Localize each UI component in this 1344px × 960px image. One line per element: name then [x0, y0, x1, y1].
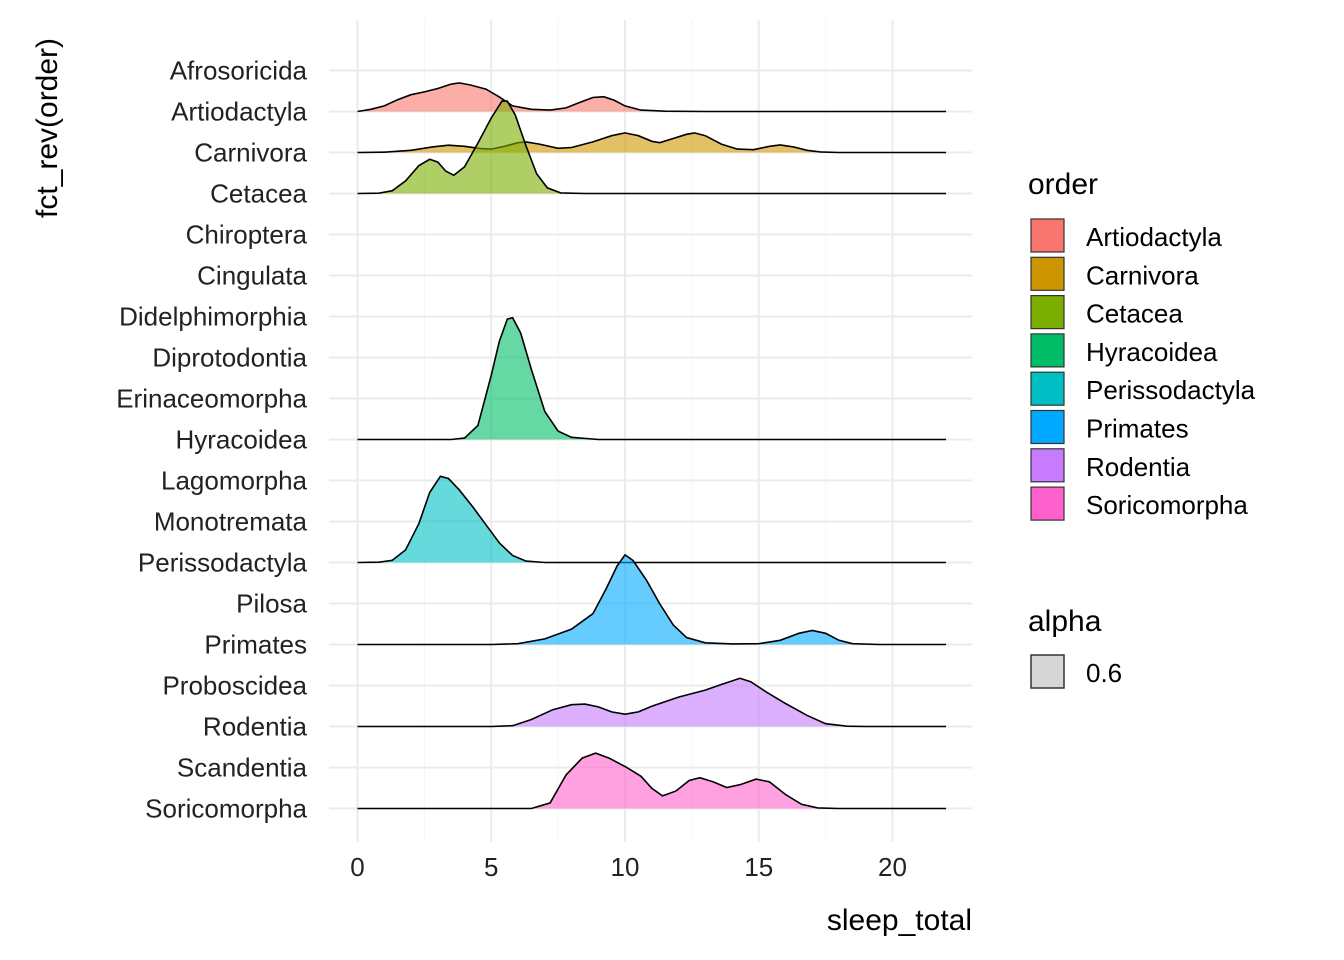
y-tick-label: Proboscidea	[162, 671, 307, 701]
legend-swatch-cetacea	[1030, 295, 1065, 330]
y-tick-label: Lagomorpha	[161, 466, 308, 496]
ridge-fill-carnivora	[357, 132, 946, 153]
ridge-line-primates	[357, 553, 946, 646]
x-tick-label: 5	[484, 852, 498, 882]
y-tick-label: Artiodactyla	[171, 97, 307, 127]
legend-swatch-artiodactyla	[1030, 218, 1065, 253]
legend-label: Perissodactyla	[1086, 375, 1256, 405]
x-axis-title: sleep_total	[827, 904, 972, 937]
legend-alpha-value: 0.6	[1086, 658, 1122, 688]
ridge-line-perissodactyla	[357, 475, 946, 564]
y-tick-label: Perissodactyla	[138, 548, 308, 578]
legend-fill-keys: Artiodactyla Carnivora Cetacea Hyracoidea Pe…	[1030, 218, 1256, 521]
ridge-line-carnivora	[357, 132, 946, 154]
legend-swatch-primates	[1030, 409, 1065, 445]
legend-swatch-rodentia	[1030, 448, 1065, 483]
x-tick-label: 10	[611, 852, 640, 882]
ridge-fill-perissodactyla	[357, 476, 946, 563]
legend-fill-title: order	[1028, 168, 1098, 201]
ridge-fill-rodentia	[357, 678, 946, 727]
y-tick-label: Cetacea	[210, 179, 307, 209]
y-tick-label: Rodentia	[203, 712, 308, 742]
x-tick-label: 15	[744, 852, 773, 882]
ridge-line-artiodactyla	[357, 82, 946, 113]
legend-label: Artiodactyla	[1086, 222, 1222, 252]
y-tick-label: Carnivora	[194, 138, 307, 168]
legend-label: Cetacea	[1086, 299, 1183, 329]
y-tick-label: Soricomorpha	[145, 794, 307, 824]
legend-swatch-hyracoidea	[1030, 333, 1065, 368]
legend-label: Soricomorpha	[1086, 490, 1248, 520]
ridge-fill-hyracoidea	[357, 317, 946, 440]
legend-swatch-perissodactyla	[1030, 371, 1065, 406]
y-axis-title: fct_rev(order)	[31, 38, 64, 218]
x-tick-label: 0	[350, 852, 364, 882]
y-tick-label: Monotremata	[154, 507, 308, 537]
legend-swatch-soricomorpha	[1030, 486, 1065, 521]
y-tick-label: Hyracoidea	[175, 425, 307, 455]
y-tick-label: Didelphimorphia	[119, 302, 307, 332]
ridge-line-cetacea	[357, 100, 946, 195]
legend: order Artiodactyla Carnivora Cetacea Hyraco…	[1028, 168, 1256, 689]
ridge-line-soricomorpha	[357, 752, 946, 810]
legend-swatch-carnivora	[1030, 256, 1065, 291]
legend-label: Carnivora	[1086, 260, 1199, 290]
ridge-fill-soricomorpha	[357, 753, 946, 809]
legend-label: Hyracoidea	[1086, 337, 1218, 367]
legend-alpha-swatch	[1030, 654, 1065, 689]
density-series	[357, 82, 946, 810]
y-tick-label: Primates	[204, 630, 307, 660]
y-tick-label: Scandentia	[177, 753, 308, 783]
x-axis-ticks: 0 5 10 15 20	[350, 852, 907, 882]
ridge-line-rodentia	[357, 677, 946, 728]
legend-label: Primates	[1086, 414, 1189, 444]
ridge-fill-cetacea	[357, 101, 946, 194]
y-tick-label: Pilosa	[236, 589, 307, 619]
ridge-fill-primates	[357, 554, 946, 645]
ridge-line-hyracoidea	[357, 316, 946, 441]
y-tick-label: Afrosoricida	[170, 56, 308, 86]
y-tick-label: Cingulata	[197, 261, 307, 291]
x-tick-label: 20	[878, 852, 907, 882]
y-tick-label: Chiroptera	[186, 220, 308, 250]
legend-label: Rodentia	[1086, 452, 1191, 482]
y-tick-label: Erinaceomorpha	[116, 384, 307, 414]
ridge-fill-artiodactyla	[357, 82, 946, 112]
y-tick-label: Diprotodontia	[152, 343, 307, 373]
y-axis-ticks: Soricomorpha Scandentia Rodentia Proboscide…	[116, 56, 307, 824]
legend-alpha-title: alpha	[1028, 605, 1102, 638]
